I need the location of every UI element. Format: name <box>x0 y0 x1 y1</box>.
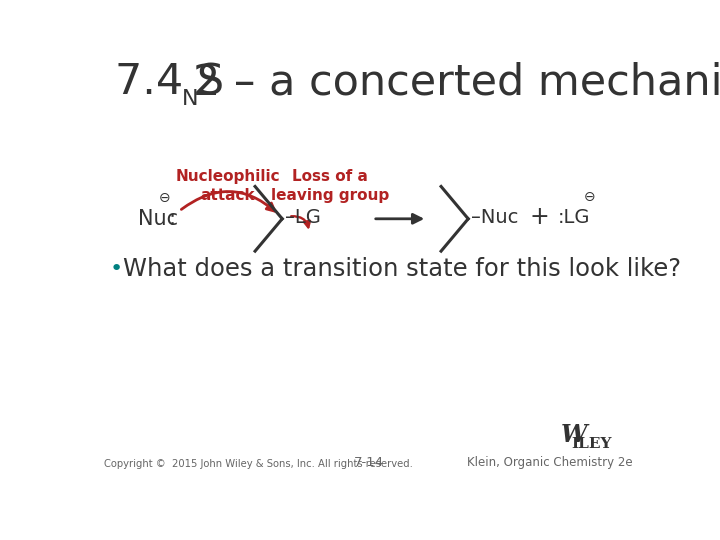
Text: Loss of a
leaving group: Loss of a leaving group <box>271 168 390 203</box>
Text: Copyright ©  2015 John Wiley & Sons, Inc. All rights reserved.: Copyright © 2015 John Wiley & Sons, Inc.… <box>104 459 413 469</box>
Text: –Nuc: –Nuc <box>471 208 518 227</box>
Text: What does a transition state for this look like?: What does a transition state for this lo… <box>123 257 681 281</box>
Text: :: : <box>168 209 175 229</box>
Text: ILEY: ILEY <box>571 436 612 450</box>
Text: W: W <box>560 423 587 448</box>
Text: ⊖: ⊖ <box>158 191 170 205</box>
Text: –LG: –LG <box>284 208 320 227</box>
Text: Nuc: Nuc <box>138 209 178 229</box>
Text: 2 – a concerted mechanism: 2 – a concerted mechanism <box>193 62 720 103</box>
Text: N: N <box>182 89 199 109</box>
Text: Klein, Organic Chemistry 2e: Klein, Organic Chemistry 2e <box>467 456 632 469</box>
FancyArrowPatch shape <box>181 192 274 211</box>
Text: :LG: :LG <box>557 208 590 227</box>
Text: ⊖: ⊖ <box>584 190 595 204</box>
Text: 7-14: 7-14 <box>354 456 384 469</box>
FancyArrowPatch shape <box>291 216 310 227</box>
Text: +: + <box>530 205 549 229</box>
Text: Nucleophilic
attack: Nucleophilic attack <box>176 168 280 203</box>
Text: •: • <box>109 259 122 279</box>
Text: 7.4 S: 7.4 S <box>114 62 224 103</box>
